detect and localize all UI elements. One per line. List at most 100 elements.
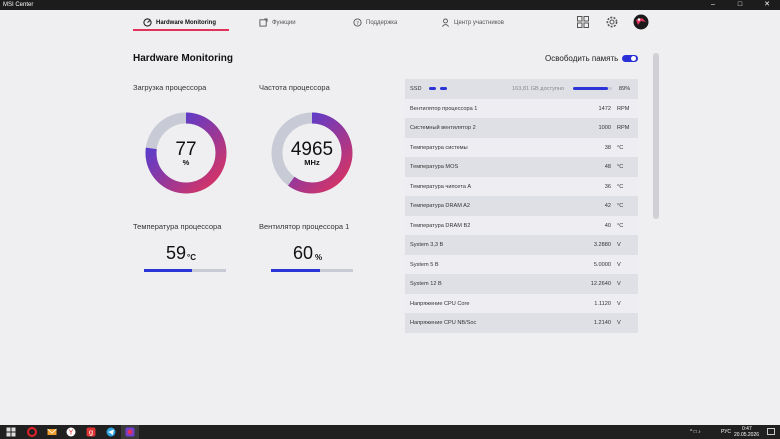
sensor-row: System 5 B 5.0000 V: [405, 254, 638, 274]
tray-time[interactable]: 0:47: [742, 426, 752, 432]
active-tab-indicator: [133, 29, 229, 31]
sensor-name: Напряжение CPU Core: [410, 300, 470, 307]
sensor-value: 1000: [598, 125, 611, 131]
sensor-name: Температура системы: [410, 144, 468, 151]
ssd-usage-fill: [573, 87, 608, 90]
sensor-value: 1.2140: [593, 320, 611, 326]
grid-icon[interactable]: [576, 15, 590, 29]
cpu-load-value: 77: [175, 139, 197, 160]
cpu-fan-value: 60: [293, 243, 314, 263]
sensor-row: Температура DRAM A2 42 °C: [405, 196, 638, 216]
tab-label: Функции: [272, 19, 296, 26]
sensor-name: Системный вентилятор 2: [410, 125, 476, 131]
cpu-fan-unit: %: [315, 253, 323, 262]
sensor-row: Напряжение CPU Core 1.1120 V: [405, 293, 638, 313]
sensor-unit: °C: [617, 164, 624, 170]
close-icon[interactable]: ✕: [764, 1, 770, 8]
cpu-load-unit: %: [182, 158, 190, 167]
sensor-row: Системный вентилятор 2 1000 RPM: [405, 118, 638, 138]
sensor-row: Температура чипсета A 36 °C: [405, 176, 638, 196]
svg-text:Y: Y: [68, 429, 74, 437]
yandex-icon[interactable]: Y: [66, 427, 76, 437]
user-icon: [441, 18, 450, 27]
maximize-icon[interactable]: □: [737, 1, 743, 8]
cpu-temp-value: 59: [166, 243, 187, 263]
sensor-value: 1472: [598, 105, 611, 112]
tab-support[interactable]: ? Поддержка: [353, 14, 397, 31]
ssd-row: SSD 163,81 GB доступно 89%: [405, 79, 638, 99]
sensor-unit: RPM: [617, 105, 630, 112]
support-icon: ?: [353, 18, 362, 27]
sensor-value: 48: [604, 164, 611, 170]
cpu-freq-value: 4965: [290, 139, 334, 160]
tab-label: Поддержка: [366, 19, 398, 26]
features-icon: [259, 18, 268, 27]
cpu-temp-bar-fill: [144, 269, 193, 272]
sensor-name: Температура DRAM A2: [410, 203, 470, 209]
top-navigation: Hardware Monitoring Функции ? Поддержка …: [0, 10, 780, 34]
gear-icon[interactable]: [605, 15, 619, 29]
sensor-value: 40: [604, 222, 611, 229]
sensor-row: System 3,3 B 3.2880 V: [405, 235, 638, 255]
sensor-unit: °C: [617, 144, 624, 151]
tab-hardware-monitoring[interactable]: Hardware Monitoring: [143, 14, 216, 31]
sensor-value: 36: [604, 183, 611, 190]
cpu-freq-unit: MHz: [304, 158, 320, 167]
cpu-temp-label: Температура процессора: [133, 222, 222, 231]
sensor-table: SSD 163,81 GB доступно 89% Вентилятор пр…: [405, 79, 638, 333]
sensor-unit: V: [617, 320, 621, 326]
sensor-name: Температура чипсета A: [410, 183, 472, 190]
opera-icon[interactable]: [27, 427, 37, 437]
cpu-freq-gauge: [271, 112, 353, 194]
window-title: MSI Center: [3, 2, 34, 8]
free-memory-label: Освободить память: [545, 54, 619, 63]
sensor-name: Напряжение CPU NB/Soc: [410, 320, 477, 326]
tab-features[interactable]: Функции: [259, 14, 296, 31]
tray-date[interactable]: 20.05.2026: [734, 432, 760, 438]
cpu-fan-bar: [271, 269, 353, 272]
tray-language[interactable]: РУС: [721, 429, 732, 435]
sensor-unit: °C: [617, 183, 624, 190]
free-memory-toggle[interactable]: [622, 55, 638, 62]
ssd-indicator: [429, 87, 449, 90]
sensor-unit: °C: [617, 203, 624, 209]
sensor-row: Температура системы 38 °C: [405, 137, 638, 157]
sensor-name: System 5 B: [410, 261, 439, 268]
cpu-freq-label: Частота процессора: [259, 83, 330, 92]
tab-member-center[interactable]: Центр участников: [441, 14, 504, 31]
sensor-row: Вентилятор процессора 1 1472 RPM: [405, 98, 638, 118]
sensor-value: 38: [604, 144, 611, 151]
sensor-row: Напряжение CPU NB/Soc 1.2140 V: [405, 313, 638, 333]
sensor-value: 1.1120: [594, 300, 611, 307]
minimize-icon[interactable]: –: [711, 1, 715, 8]
ssd-name: SSD: [410, 86, 422, 92]
ssd-percent: 89%: [619, 86, 631, 92]
notifications-icon[interactable]: [766, 427, 776, 437]
tray-arrows[interactable]: ^ □ ♪: [690, 429, 701, 435]
taskbar: Y g ^ □ ♪ РУС 0:47 20.05.2026: [0, 425, 780, 439]
sensor-row: Температура DRAM B2 40 °C: [405, 215, 638, 235]
sensor-name: System 3,3 B: [410, 242, 444, 248]
window-titlebar: MSI Center – □ ✕: [0, 0, 780, 10]
telegram-icon[interactable]: [106, 427, 116, 437]
svg-text:?: ?: [356, 21, 359, 27]
sensor-unit: V: [617, 242, 621, 248]
sensor-unit: °C: [617, 222, 624, 229]
sensor-name: Вентилятор процессора 1: [410, 105, 478, 112]
app-icon[interactable]: g: [86, 427, 96, 437]
mail-icon[interactable]: [47, 427, 57, 437]
avatar[interactable]: [633, 14, 649, 30]
sensor-name: Температура DRAM B2: [410, 222, 471, 229]
sensor-row: Температура MOS 48 °C: [405, 157, 638, 177]
cpu-fan-bar-fill: [271, 269, 321, 272]
sensor-unit: V: [617, 281, 621, 287]
cpu-fan-label: Вентилятор процессора 1: [259, 222, 350, 231]
ssd-available: 163,81 GB доступно: [512, 86, 565, 92]
ssd-usage-bar: [573, 87, 612, 90]
sensor-value: 12.2640: [590, 281, 611, 287]
tab-label: Центр участников: [454, 19, 504, 26]
sensor-scrollbar[interactable]: [653, 53, 659, 219]
page-title: Hardware Monitoring: [133, 53, 234, 64]
msi-center-icon[interactable]: [125, 427, 135, 437]
start-icon[interactable]: [6, 427, 16, 437]
